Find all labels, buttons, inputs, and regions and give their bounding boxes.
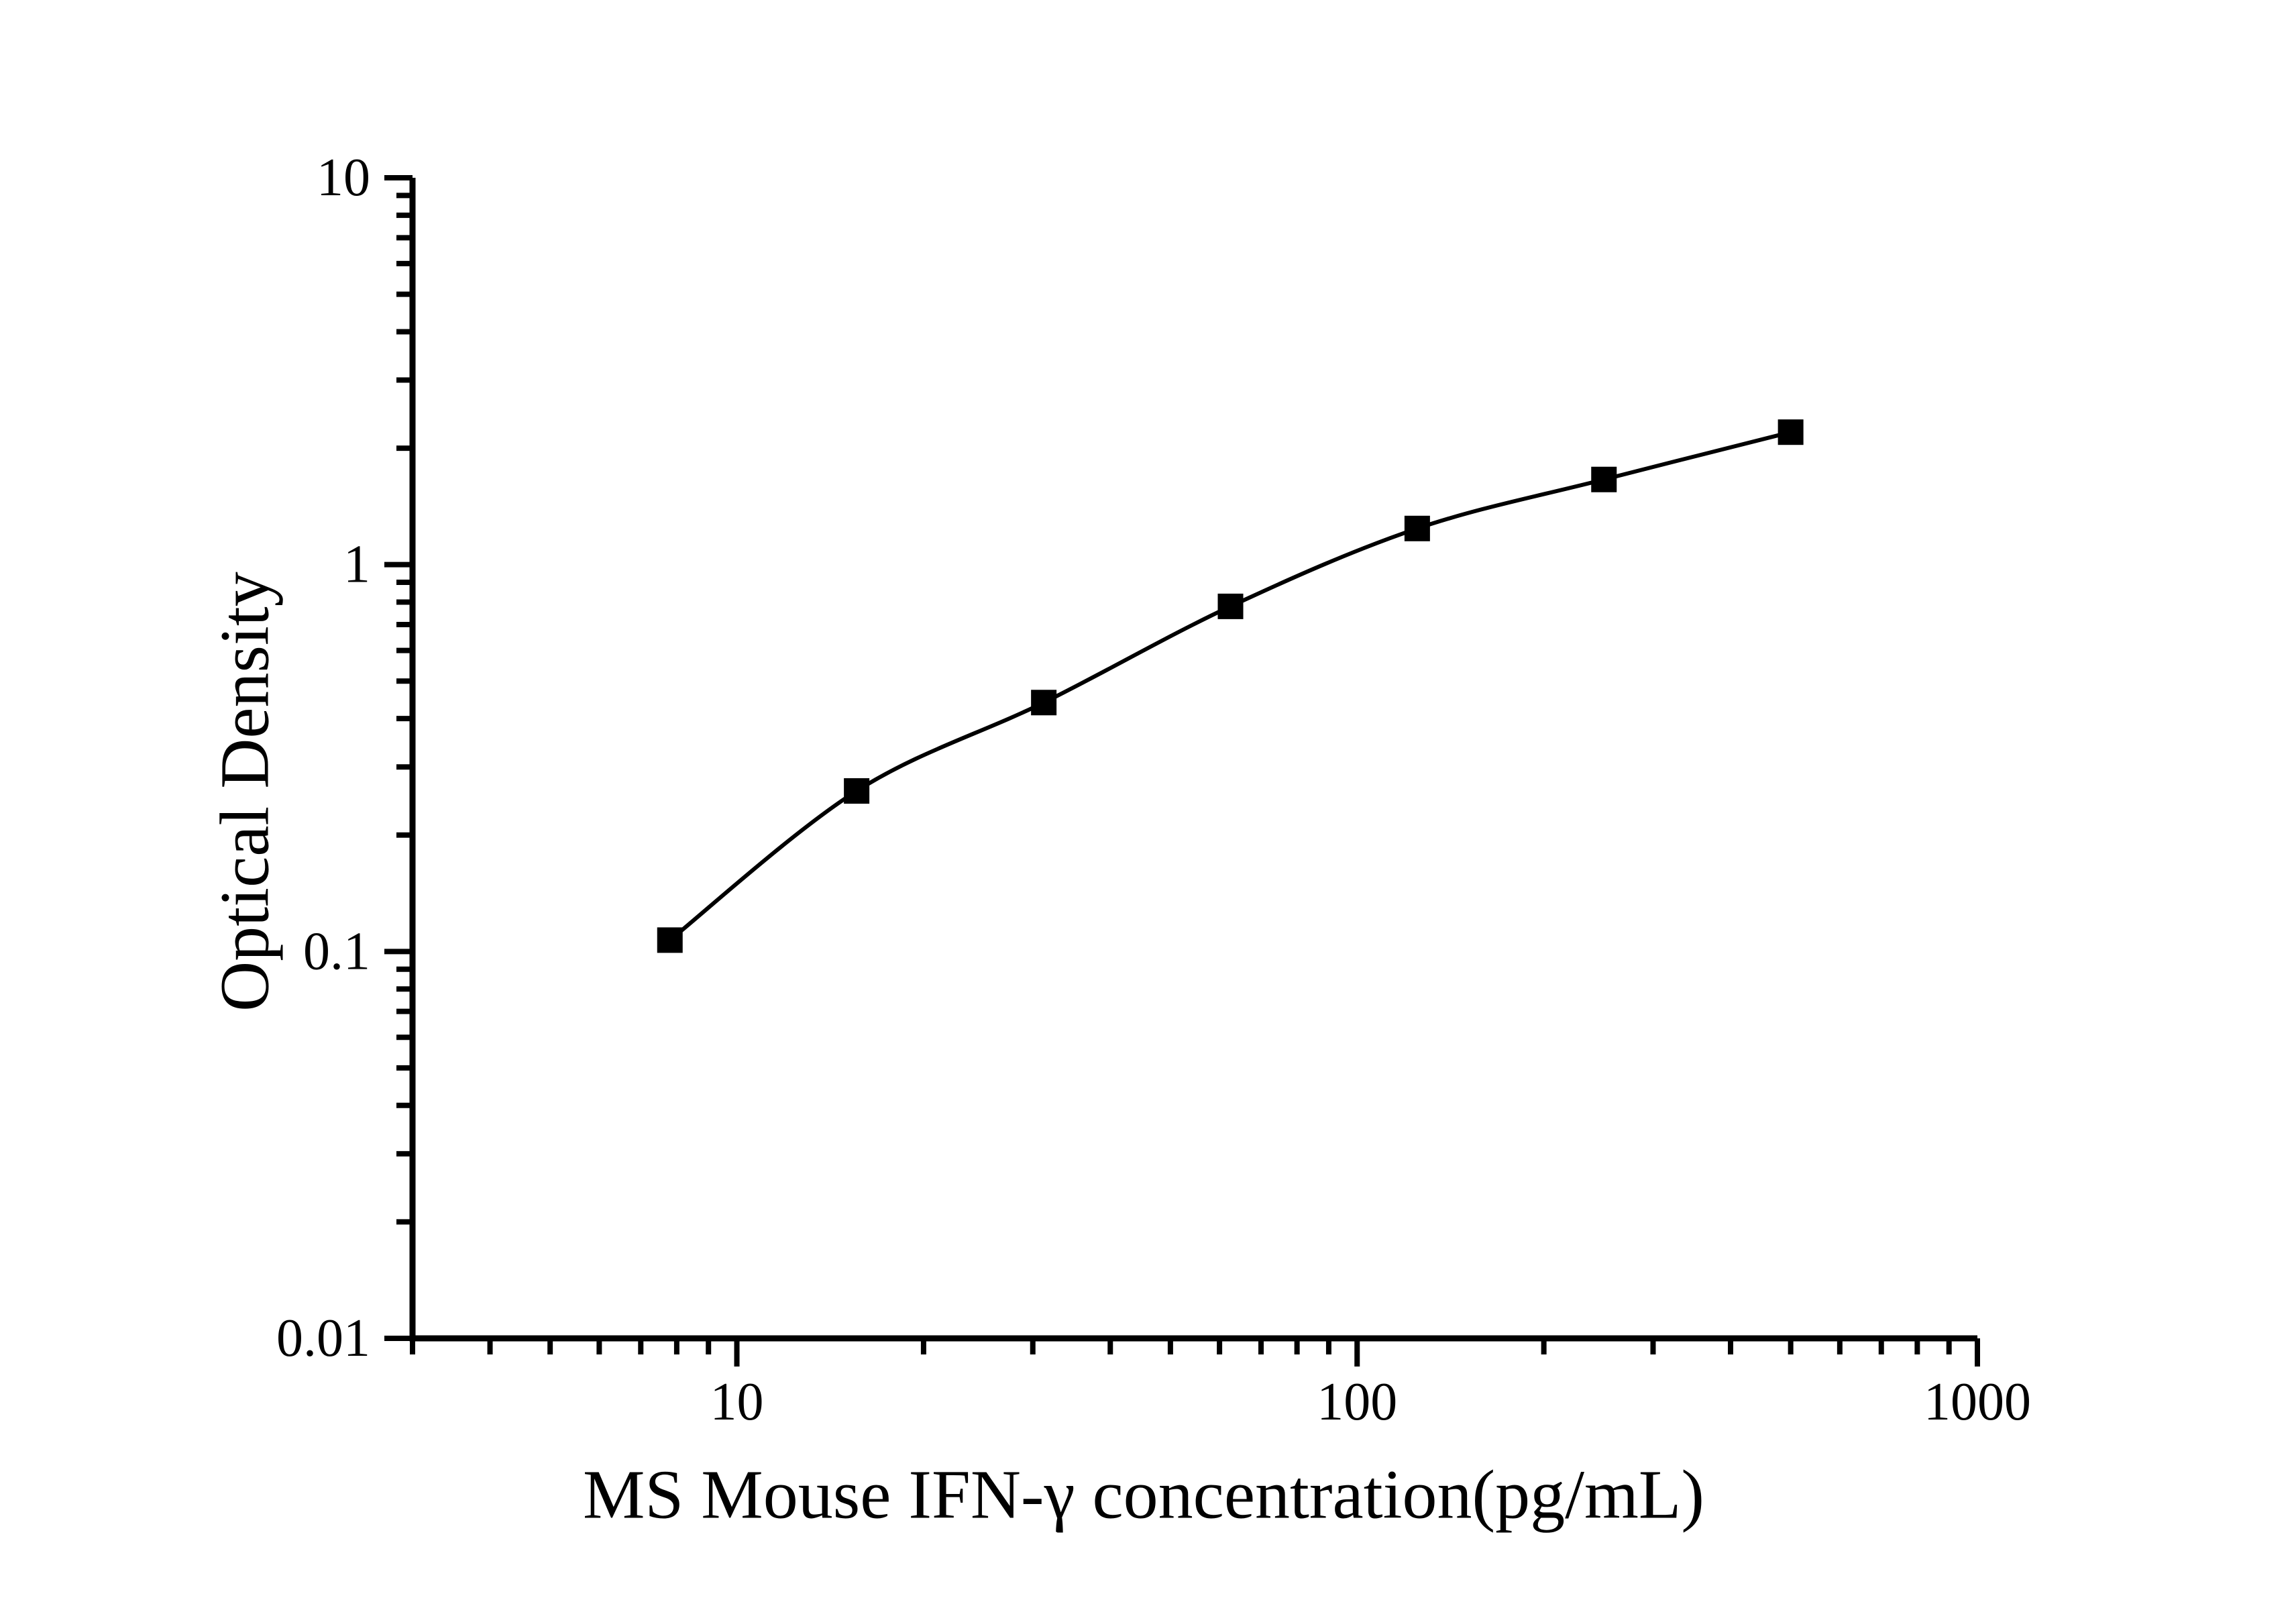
tick-labels: 10 100 1000 0.01 0.1 1 10 bbox=[276, 148, 2031, 1432]
data-series bbox=[657, 419, 1804, 953]
data-point-marker-31.25 bbox=[1031, 690, 1057, 716]
y-tick-label-0.01: 0.01 bbox=[276, 1309, 370, 1368]
data-point-marker-250 bbox=[1591, 466, 1617, 492]
data-point-marker-500 bbox=[1778, 419, 1804, 445]
y-axis-title: Optical Density bbox=[207, 572, 284, 1012]
x-axis-title: MS Mouse IFN-γ concentration(pg/mL) bbox=[583, 1456, 1704, 1534]
data-point-marker-7.8 bbox=[657, 927, 683, 953]
axis-ticks bbox=[384, 175, 1980, 1367]
x-tick-label-1000: 1000 bbox=[1924, 1373, 2031, 1432]
y-tick-label-10: 10 bbox=[317, 148, 370, 207]
x-tick-label-100: 100 bbox=[1317, 1373, 1397, 1432]
axes bbox=[409, 178, 1977, 1342]
y-tick-label-0.1: 0.1 bbox=[303, 922, 370, 981]
fit-curve bbox=[668, 430, 1792, 942]
data-point-marker-62.5 bbox=[1217, 593, 1244, 619]
data-point-marker-15.6 bbox=[844, 778, 870, 804]
x-tick-label-10: 10 bbox=[710, 1373, 764, 1432]
data-point-marker-125 bbox=[1404, 515, 1430, 541]
y-tick-label-1: 1 bbox=[343, 535, 370, 594]
